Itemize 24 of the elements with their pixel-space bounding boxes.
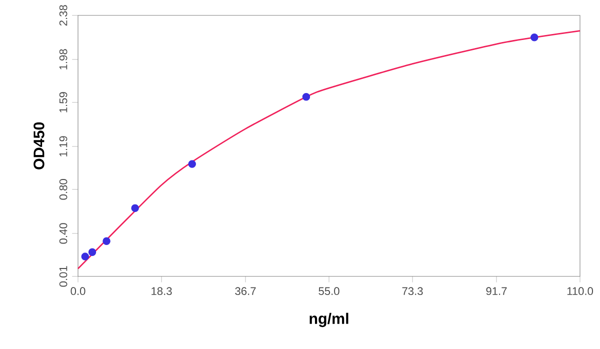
y-tick-label: 1.19: [59, 136, 68, 156]
y-tick-label: 1.59: [59, 92, 68, 112]
x-tick-label: 110.0: [567, 286, 594, 295]
y-tick-label: 1.98: [59, 48, 68, 70]
y-tick-label: 2.38: [59, 4, 68, 26]
point: [81, 252, 90, 260]
y-axis-title: OD450: [34, 122, 44, 170]
line-series: [77, 30, 581, 270]
x-tick-label: 55.0: [318, 286, 340, 295]
y-tick-label: 0.01: [59, 266, 68, 287]
y-tick-label: 0.40: [59, 222, 68, 244]
x-tick-label: 36.7: [235, 286, 256, 295]
x-tick-label: 18.3: [152, 286, 172, 295]
x-axis-title: ng/ml: [310, 312, 348, 327]
y-tick-label: 0.80: [59, 178, 68, 200]
x-tick-label: 73.3: [402, 286, 423, 295]
point: [188, 160, 196, 168]
x-tick-label: 91.7: [486, 286, 507, 295]
point: [530, 33, 538, 42]
point: [88, 248, 96, 256]
point: [302, 92, 310, 101]
point: [131, 204, 139, 212]
point: [102, 237, 110, 245]
x-tick-label: 0.0: [70, 286, 86, 295]
